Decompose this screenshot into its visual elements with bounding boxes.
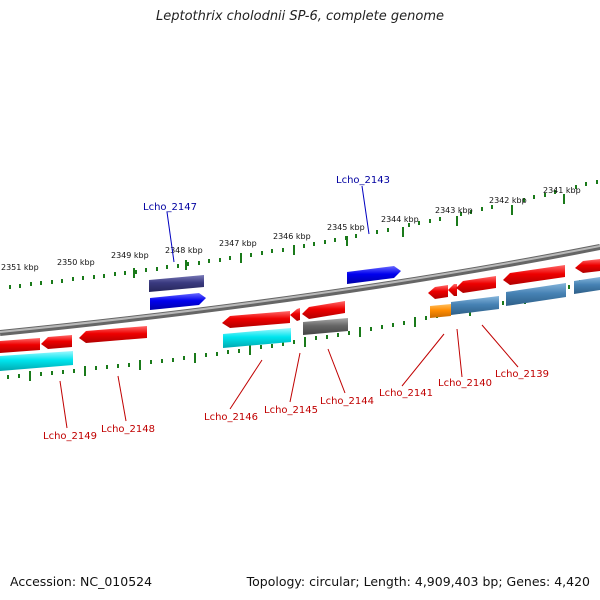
gene-feature-red[interactable] <box>503 265 565 285</box>
gene-label[interactable]: Lcho_2141 <box>379 388 433 399</box>
gene-feature-red[interactable] <box>79 326 147 343</box>
gene-feature-gray[interactable] <box>303 318 348 335</box>
tick-label: 2350 kbp <box>57 258 95 267</box>
gene-feature-red[interactable] <box>448 284 457 296</box>
accession-text: Accession: NC_010524 <box>10 574 153 589</box>
tick-label: 2346 kbp <box>273 232 311 241</box>
gene-feature-cyan[interactable] <box>223 328 291 348</box>
gene-label[interactable]: Lcho_2147 <box>143 202 197 213</box>
tick-label: 2347 kbp <box>219 239 257 248</box>
gene-feature-dark-blue[interactable] <box>149 275 204 292</box>
gene-feature-blue[interactable] <box>150 293 206 310</box>
gene-feature-red[interactable] <box>428 285 448 299</box>
gene-feature-red[interactable] <box>222 311 290 328</box>
gene-feature-red[interactable] <box>41 335 72 349</box>
label-leaders <box>59 185 519 429</box>
gene-feature-cyan[interactable] <box>0 351 73 371</box>
inner-strand-genes <box>0 277 600 371</box>
tick-label: 2348 kbp <box>165 246 203 255</box>
gene-label[interactable]: Lcho_2149 <box>43 431 97 442</box>
gene-label[interactable]: Lcho_2139 <box>495 369 549 380</box>
gene-feature-orange[interactable] <box>430 304 451 318</box>
gene-feature-red[interactable] <box>456 276 496 293</box>
tick-label: 2351 kbp <box>1 263 39 272</box>
map-title: Leptothrix cholodnii SP-6, complete geno… <box>156 9 444 24</box>
tick-labels: 2351 kbp 2350 kbp 2349 kbp 2348 kbp 2347… <box>1 186 581 272</box>
gene-labels: Lcho_2147 Lcho_2143 Lcho_2149 Lcho_2148 … <box>43 175 549 442</box>
gene-feature-red[interactable] <box>290 308 300 321</box>
tick-label: 2349 kbp <box>111 251 149 260</box>
gene-feature-red[interactable] <box>0 338 40 353</box>
gene-label[interactable]: Lcho_2146 <box>204 412 258 423</box>
gene-label[interactable]: Lcho_2148 <box>101 424 155 435</box>
gene-label[interactable]: Lcho_2143 <box>336 175 390 186</box>
gene-feature-steel-blue[interactable] <box>451 296 499 315</box>
gene-feature-red[interactable] <box>302 301 345 319</box>
tick-label: 2342 kbp <box>489 196 527 205</box>
gene-feature-blue[interactable] <box>347 266 401 284</box>
genome-summary-text: Topology: circular; Length: 4,909,403 bp… <box>246 574 590 589</box>
tick-label: 2345 kbp <box>327 223 365 232</box>
gene-feature-steel-blue[interactable] <box>574 277 600 294</box>
gene-label[interactable]: Lcho_2144 <box>320 396 374 407</box>
tick-label: 2344 kbp <box>381 215 419 224</box>
gene-label[interactable]: Lcho_2145 <box>264 405 318 416</box>
tick-label: 2343 kbp <box>435 206 473 215</box>
gene-label[interactable]: Lcho_2140 <box>438 378 492 389</box>
outer-strand-genes <box>0 259 600 353</box>
gene-feature-red[interactable] <box>575 259 600 273</box>
tick-label: 2341 kbp <box>543 186 581 195</box>
gene-feature-steel-blue[interactable] <box>506 283 566 306</box>
outer-tick-ruler <box>9 180 598 289</box>
